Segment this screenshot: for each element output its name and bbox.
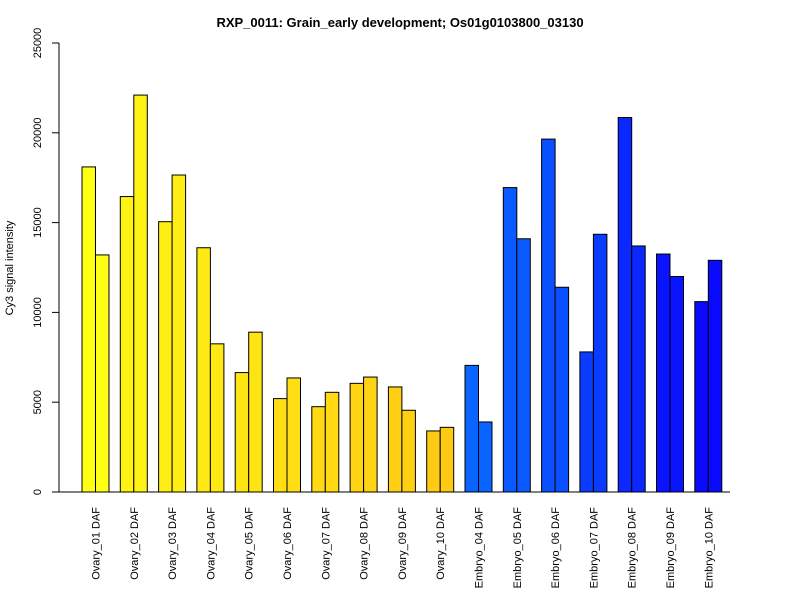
x-category-label: Ovary_04 DAF — [205, 507, 217, 580]
bar — [579, 351, 594, 493]
bar — [324, 391, 340, 493]
x-category-label: Embryo_07 DAF — [588, 507, 600, 589]
bar — [387, 386, 403, 493]
bar — [541, 138, 556, 493]
bar — [516, 238, 531, 493]
y-tick-label: 20000 — [32, 118, 44, 149]
x-category-label: Ovary_05 DAF — [244, 507, 256, 580]
bar — [502, 187, 518, 493]
x-category-label: Embryo_08 DAF — [627, 507, 639, 589]
bar — [439, 426, 455, 493]
bar — [464, 364, 479, 493]
bar — [554, 286, 570, 493]
bar — [311, 406, 326, 493]
x-category-label: Embryo_04 DAF — [474, 507, 486, 589]
bar — [119, 196, 135, 493]
bar — [158, 221, 173, 493]
bar — [478, 421, 493, 493]
x-category-label: Ovary_07 DAF — [320, 507, 332, 580]
y-tick-label: 25000 — [32, 28, 44, 59]
category-labels: Ovary_01 DAF Ovary_02 DAF Ovary_03 DAF Ovar… — [91, 507, 716, 589]
y-tick-label: 15000 — [32, 207, 44, 238]
bar — [81, 166, 96, 493]
bar — [286, 377, 301, 493]
bar — [401, 409, 416, 493]
x-category-label: Ovary_03 DAF — [167, 507, 179, 580]
chart-title: RXP_0011: Grain_early development; Os01g… — [216, 15, 583, 30]
x-category-label: Ovary_08 DAF — [359, 507, 371, 580]
y-tick-label: 0 — [32, 489, 44, 495]
bar — [694, 301, 709, 493]
bar — [592, 233, 608, 493]
bar — [209, 343, 225, 493]
x-category-label: Embryo_09 DAF — [665, 507, 677, 589]
x-category-label: Embryo_10 DAF — [703, 507, 715, 589]
bar — [656, 253, 671, 493]
y-axis-label: Cy3 signal intensity — [4, 220, 16, 315]
bar — [426, 430, 441, 493]
bar — [363, 376, 378, 493]
x-category-label: Ovary_06 DAF — [282, 507, 294, 580]
x-category-label: Ovary_02 DAF — [129, 507, 141, 580]
y-tick-label: 10000 — [32, 297, 44, 328]
x-category-label: Embryo_05 DAF — [512, 507, 524, 589]
x-category-label: Embryo_06 DAF — [550, 507, 562, 589]
bar — [196, 247, 211, 493]
y-tick-label: 5000 — [32, 390, 44, 414]
bar — [349, 382, 365, 493]
bar — [133, 94, 148, 493]
bars-group — [81, 94, 723, 493]
bar — [95, 254, 110, 493]
bar — [669, 275, 684, 493]
x-category-label: Ovary_01 DAF — [91, 507, 103, 580]
y-axis-ticks: 0 5000 10000 15000 20000 25000 — [32, 28, 59, 495]
bar — [631, 245, 646, 493]
bar — [234, 372, 250, 493]
x-category-label: Ovary_10 DAF — [435, 507, 447, 580]
bar — [617, 117, 633, 493]
x-category-label: Ovary_09 DAF — [397, 507, 409, 580]
bar — [707, 259, 723, 493]
bar — [273, 398, 288, 493]
bar — [248, 331, 263, 493]
bar — [171, 174, 187, 493]
